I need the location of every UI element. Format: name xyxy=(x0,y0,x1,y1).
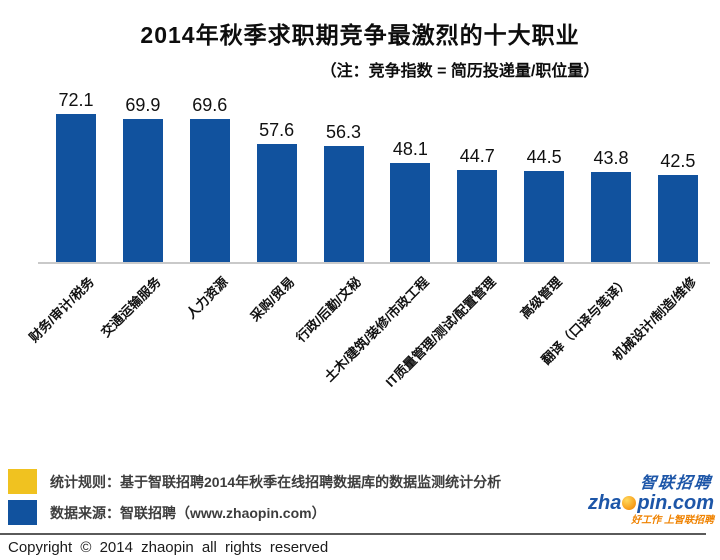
x-axis-category-label: 行政/后勤/文秘 xyxy=(293,274,365,345)
zhaopin-logo-tagline: 好工作 上智联招聘 xyxy=(631,514,714,526)
bar-column: 44.7 xyxy=(444,86,510,262)
zhaopin-logo: 智联招聘 zha pin.com 好工作 上智联招聘 xyxy=(574,475,714,526)
bar xyxy=(657,175,698,262)
bar-column: 69.9 xyxy=(110,86,176,262)
bar-value-label: 56.3 xyxy=(325,122,362,142)
legend-row-statistics-rule: 统计规则：基于智联招聘2014年秋季在线招聘数据库的数据监测统计分析 xyxy=(8,466,568,497)
bar-value-label: 44.7 xyxy=(459,146,495,166)
x-axis-category-label: IT质量管理/测试/配置管理 xyxy=(382,274,499,390)
legend-label-statistics-rule: 统计规则：基于智联招聘2014年秋季在线招聘数据库的数据监测统计分析 xyxy=(50,473,502,490)
x-axis-category-label: 财务/审计/税务 xyxy=(25,274,97,345)
legend-label-data-source: 数据来源：智联招聘（www.zhaopin.com） xyxy=(50,504,326,521)
x-axis-line xyxy=(38,262,710,264)
bar-value-label: 57.6 xyxy=(259,120,295,140)
orange-ball-icon xyxy=(622,495,637,510)
zhaopin-logo-domain-suffix: pin.com xyxy=(637,491,714,514)
zhaopin-logo-chinese-text: 智联招聘 xyxy=(639,475,713,492)
bar-value-label: 44.5 xyxy=(526,147,562,167)
bar-column: 72.1 xyxy=(43,86,109,262)
bar-value-label: 42.5 xyxy=(660,151,696,171)
bar-column: 57.6 xyxy=(244,86,310,262)
bar xyxy=(256,144,297,262)
bar xyxy=(390,163,431,262)
zhaopin-logo-domain-prefix: zha xyxy=(587,491,622,514)
legend-row-data-source: 数据来源：智联招聘（www.zhaopin.com） xyxy=(8,497,568,528)
x-axis-labels: 财务/审计/税务 交通运输服务 人力资源 采购/贸易 行政/后勤/文秘 土木/建筑/装修/… xyxy=(26,262,711,462)
bar xyxy=(122,119,163,262)
bar-value-label: 48.1 xyxy=(392,139,428,159)
x-axis-category-label: 人力资源 xyxy=(183,274,231,322)
bar xyxy=(457,170,498,262)
copyright-text: Copyright © 2014 zhaopin all rights rese… xyxy=(8,539,329,556)
bar-column: 48.1 xyxy=(377,86,443,262)
legend: 统计规则：基于智联招聘2014年秋季在线招聘数据库的数据监测统计分析 数据来源：… xyxy=(8,466,568,528)
bar-value-label: 69.6 xyxy=(192,95,228,115)
blue-swatch-icon xyxy=(8,500,37,525)
bar-column: 42.5 xyxy=(645,86,711,262)
bar xyxy=(323,146,364,262)
x-axis-category-label: 交通运输服务 xyxy=(97,274,164,340)
bar-column: 69.6 xyxy=(177,86,243,262)
zhaopin-logo-domain: zha pin.com xyxy=(574,491,714,514)
bar xyxy=(56,114,96,262)
x-axis-category-label: 高级管理 xyxy=(517,274,565,322)
bar-chart-plot-area: 72.1 69.9 69.6 57.6 56.3 48.1 44.7 44.5 43.8 42.5 xyxy=(43,86,711,262)
x-axis-category-label: 采购/贸易 xyxy=(247,274,298,325)
bar-value-label: 43.8 xyxy=(593,148,629,168)
bar-value-label: 72.1 xyxy=(58,90,94,110)
footer-divider xyxy=(0,533,706,535)
bar-column: 44.5 xyxy=(511,86,577,262)
bar xyxy=(524,171,565,262)
chart-subtitle: （注：竞争指数 = 简历投递量/职位量） xyxy=(320,63,600,80)
bar-column: 56.3 xyxy=(311,86,377,262)
bar xyxy=(189,119,230,262)
chart-title: 2014年秋季求职期竞争最激烈的十大职业 xyxy=(140,22,580,48)
bar-value-label: 69.9 xyxy=(125,95,161,115)
bar xyxy=(591,172,631,262)
bar-column: 43.8 xyxy=(578,86,644,262)
yellow-swatch-icon xyxy=(8,469,37,494)
